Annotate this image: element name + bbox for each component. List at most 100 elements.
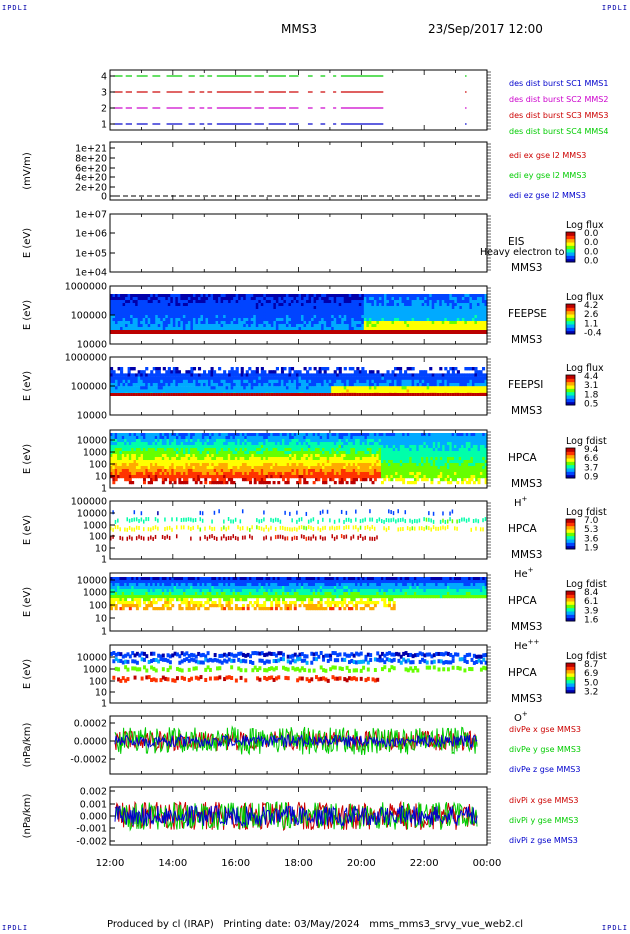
hpca-h-cell — [225, 466, 229, 470]
hpca-h-cell — [164, 445, 168, 449]
feepsi-cell — [210, 383, 214, 387]
feepsi-cell — [479, 386, 483, 390]
feepse-cell — [165, 312, 169, 316]
hpca-h-cell — [253, 433, 257, 437]
hpca-h-cell — [265, 481, 269, 485]
feepse-cell — [301, 297, 305, 301]
feepsi-cell — [245, 393, 249, 396]
feepsi-cell — [157, 370, 161, 374]
feepse-cell — [283, 321, 287, 325]
feepse-cell — [110, 303, 114, 307]
feepse-cell — [200, 297, 204, 301]
feepse-cell — [127, 321, 131, 325]
hpca-h-cell — [249, 478, 252, 482]
hpca-h-cell — [296, 463, 300, 467]
feepse-cell — [323, 306, 327, 310]
hpca-h-cell — [140, 460, 144, 464]
feepse-cell — [220, 318, 224, 322]
hpca-h-cell — [152, 448, 156, 452]
feepse-cell — [197, 306, 202, 310]
hpca-h-cell — [296, 481, 300, 485]
feepse-cell — [351, 324, 355, 328]
feepsi-cell — [110, 386, 114, 390]
feepse-cell — [160, 294, 164, 298]
hpca-h-cell — [220, 457, 224, 461]
feepse-cell — [117, 300, 121, 304]
feepse-cell — [172, 321, 176, 325]
feepsi-cell — [205, 393, 209, 396]
feepsi-cell — [401, 383, 405, 387]
feepse-cell — [331, 297, 335, 301]
hpca-h-cell — [197, 478, 201, 482]
hpca-h-cell — [263, 433, 267, 437]
hpca-h-cell — [279, 433, 283, 437]
feepse-cell — [409, 294, 413, 298]
feepsi-cell — [414, 386, 418, 390]
feepsi-cell — [381, 383, 385, 387]
hpca-h-cell — [159, 472, 163, 476]
feepsi-cell — [356, 367, 360, 371]
hpca-h-cell — [117, 463, 121, 467]
hpca-h-cell — [180, 469, 184, 473]
feepse-cell — [446, 318, 450, 322]
feepse-cell — [456, 312, 460, 316]
hpca-h-cell — [272, 442, 276, 446]
feepse-cell — [421, 330, 425, 334]
feepsi-cell — [333, 379, 337, 384]
feepsi-cell — [441, 383, 445, 387]
feepse-cell — [223, 327, 227, 331]
feepsi-cell — [283, 367, 287, 371]
feepse-cell — [366, 306, 370, 310]
feepse-cell — [316, 321, 320, 325]
feepse-cell — [177, 306, 181, 310]
hpca-h-cell — [263, 457, 267, 461]
hpca-h-cell — [204, 460, 208, 464]
feepse-cell — [288, 303, 292, 307]
feepsi-cell — [449, 393, 453, 396]
feepsi-cell — [303, 376, 307, 380]
hpca-h-cell — [211, 451, 215, 455]
feepse-cell — [167, 327, 171, 331]
feepsi-cell — [172, 367, 176, 371]
feepse-cell — [391, 294, 395, 298]
feepsi-cell — [200, 393, 204, 396]
feepsi-cell — [383, 376, 388, 380]
hpca-h-cell — [291, 448, 295, 452]
feepse-cell — [293, 294, 297, 298]
hpca-h-cell — [178, 436, 182, 440]
feepse-cell — [182, 327, 186, 331]
feepse-cell — [210, 324, 214, 328]
feepsi-cell — [112, 379, 116, 384]
feepse-cell — [441, 318, 445, 322]
feepse-cell — [120, 330, 124, 334]
hpca-h-cell — [286, 439, 290, 443]
hpca-h-cell — [114, 472, 118, 476]
feepsi-cell — [155, 393, 159, 396]
hpca-h-cell — [227, 451, 231, 455]
feepse-cell — [265, 315, 269, 319]
hpca-h-cell — [223, 460, 227, 464]
hpca-h-cell — [185, 436, 189, 440]
hpca-h-cell — [296, 445, 300, 449]
hpca-h-cell — [258, 433, 262, 437]
hpca-h-cell — [291, 469, 295, 473]
hpca-h-cell — [197, 472, 201, 476]
feepsi-cell — [454, 376, 458, 380]
feepsi-cell — [205, 383, 209, 387]
feepse-cell — [383, 324, 388, 328]
hpca-h-cell — [147, 481, 151, 485]
hpca-h-cell — [147, 436, 151, 440]
feepsi-cell — [306, 379, 310, 384]
feepsi-cell — [419, 383, 423, 387]
feepsi-cell — [248, 386, 252, 390]
hpca-h-cell — [152, 469, 156, 473]
hpca-h-cell — [225, 472, 229, 476]
hpca-h-cell — [225, 448, 229, 452]
feepse-cell — [436, 312, 440, 316]
hpca-h-cell — [260, 463, 264, 467]
feepse-cell — [376, 300, 380, 304]
hpca-h-cell — [211, 481, 215, 485]
feepsi-cell — [356, 389, 360, 393]
feepse-cell — [356, 300, 360, 304]
feepsi-cell — [338, 370, 342, 374]
